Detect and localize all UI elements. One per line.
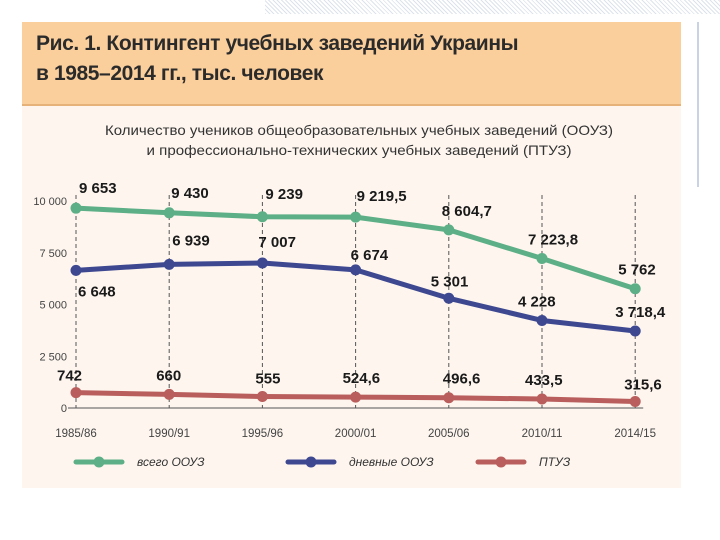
data-point bbox=[350, 391, 362, 403]
figure-title-line-1: Рис. 1. Контингент учебных заведений Укр… bbox=[36, 32, 519, 55]
y-tick-label: 2 500 bbox=[39, 351, 67, 363]
figure-title-line-2: в 1985–2014 гг., тыс. человек bbox=[36, 62, 324, 85]
data-label: 660 bbox=[156, 367, 181, 384]
data-label: 9 653 bbox=[79, 180, 117, 197]
data-point bbox=[256, 257, 268, 269]
data-label: 5 301 bbox=[431, 273, 469, 290]
data-point bbox=[443, 292, 455, 304]
figure-title-band: Рис. 1. Контингент учебных заведений Укр… bbox=[22, 22, 681, 106]
x-tick-label: 2005/06 bbox=[428, 428, 470, 440]
y-tick-label: 0 bbox=[61, 403, 67, 415]
decorative-side-line bbox=[697, 22, 699, 187]
legend-swatch-marker bbox=[93, 456, 105, 468]
y-tick-label: 5 000 bbox=[39, 300, 67, 312]
data-label: 9 239 bbox=[265, 186, 303, 203]
x-tick-label: 1985/86 bbox=[55, 428, 97, 440]
data-label: 6 648 bbox=[78, 283, 116, 300]
data-label: 4 228 bbox=[518, 293, 556, 310]
data-label: 742 bbox=[57, 368, 82, 385]
legend: всего ООУЗ дневные ООУЗ ПТУЗ bbox=[73, 455, 571, 469]
data-label: 7 007 bbox=[258, 234, 296, 251]
data-point bbox=[443, 224, 455, 236]
x-tick-label: 2000/01 bbox=[335, 428, 377, 440]
x-tick-label: 1990/91 bbox=[148, 428, 190, 440]
data-label: 7 223,8 bbox=[528, 231, 578, 248]
legend-label: всего ООУЗ bbox=[137, 455, 205, 469]
legend-swatch-marker bbox=[495, 456, 507, 468]
line-chart: Количество учеников общеобразовательных … bbox=[33, 122, 666, 469]
data-point bbox=[629, 395, 641, 407]
data-label: 9 430 bbox=[171, 185, 209, 202]
data-label: 3 718,4 bbox=[615, 304, 666, 321]
data-point bbox=[70, 202, 82, 214]
data-label: 6 674 bbox=[351, 247, 389, 264]
data-label: 433,5 bbox=[525, 372, 563, 389]
data-point bbox=[163, 207, 175, 219]
x-tick-label: 1995/96 bbox=[242, 428, 284, 440]
figure-card: Рис. 1. Контингент учебных заведений Укр… bbox=[22, 22, 681, 488]
data-point bbox=[70, 387, 82, 399]
y-tick-label: 7 500 bbox=[39, 248, 67, 260]
axis-labels: 10 000 7 500 5 000 2 500 0 1985/86 1990/91 1995… bbox=[33, 196, 656, 440]
data-point bbox=[256, 391, 268, 403]
x-tick-label: 2010/11 bbox=[522, 428, 563, 440]
data-point bbox=[536, 393, 548, 405]
data-label: 8 604,7 bbox=[442, 203, 492, 220]
data-point bbox=[629, 325, 641, 337]
legend-label: ПТУЗ bbox=[539, 455, 571, 469]
data-point bbox=[629, 283, 641, 295]
data-point bbox=[350, 211, 362, 223]
data-point bbox=[256, 211, 268, 223]
data-point bbox=[536, 252, 548, 264]
data-label: 524,6 bbox=[343, 370, 381, 387]
chart-title-line-1: Количество учеников общеобразовательных … bbox=[105, 122, 613, 138]
legend-swatch-marker bbox=[305, 456, 317, 468]
data-point bbox=[163, 388, 175, 400]
data-label: 555 bbox=[255, 371, 280, 388]
data-point bbox=[443, 392, 455, 404]
data-label: 9 219,5 bbox=[357, 188, 407, 205]
x-tick-label: 2014/15 bbox=[614, 428, 656, 440]
series-lines bbox=[70, 202, 641, 407]
data-labels: 9 653 9 430 9 239 9 219,5 8 604,7 7 223,8 5 76… bbox=[57, 180, 666, 393]
data-label: 6 939 bbox=[172, 232, 210, 249]
data-point bbox=[163, 258, 175, 270]
chart-title-line-2: и профессионально-технических учебных за… bbox=[147, 142, 572, 158]
decorative-hatch-band bbox=[265, 0, 720, 14]
y-tick-label: 10 000 bbox=[33, 196, 67, 208]
data-point bbox=[70, 264, 82, 276]
data-label: 315,6 bbox=[624, 376, 662, 393]
data-label: 496,6 bbox=[443, 371, 481, 388]
legend-label: дневные ООУЗ bbox=[349, 455, 434, 469]
data-label: 5 762 bbox=[618, 262, 656, 279]
data-point bbox=[536, 314, 548, 326]
data-point bbox=[350, 264, 362, 276]
